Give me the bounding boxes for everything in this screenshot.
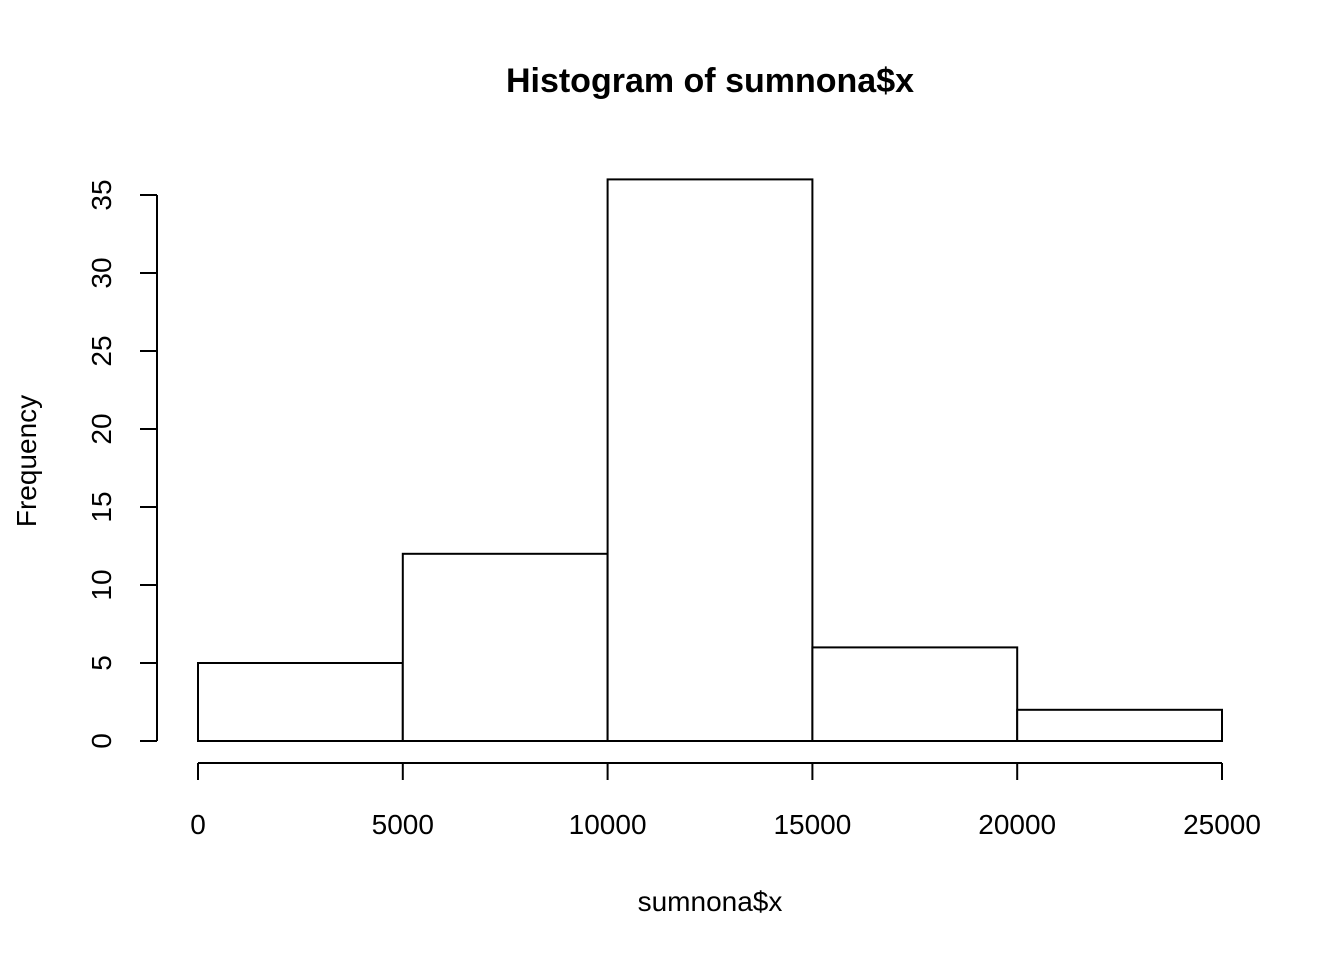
histogram-bar-1 [401, 552, 609, 742]
chart-title: Histogram of sumnona$x [506, 62, 914, 100]
histogram-bar-4 [1016, 708, 1224, 742]
x-tick-label-3: 15000 [773, 809, 851, 840]
histogram-bar-0 [197, 662, 404, 742]
y-tick-label-5: 25 [86, 335, 117, 366]
y-tick-label-6: 30 [86, 257, 117, 288]
x-tick-label-2: 10000 [569, 809, 647, 840]
x-tick-label-0: 0 [190, 809, 206, 840]
y-tick-label-3: 15 [86, 491, 117, 522]
y-tick-label-0: 0 [86, 733, 117, 749]
x-tick-label-5: 25000 [1183, 809, 1261, 840]
x-axis-label: sumnona$x [638, 886, 783, 917]
y-tick-label-7: 35 [86, 179, 117, 210]
histogram-bar-3 [811, 646, 1019, 743]
histogram-bar-2 [606, 178, 814, 742]
y-tick-label-2: 10 [86, 569, 117, 600]
x-axis: 0 5000 10000 15000 20000 25000 [190, 762, 1261, 840]
y-tick-label-4: 20 [86, 413, 117, 444]
bars-group [197, 178, 1224, 743]
x-tick-label-1: 5000 [372, 809, 434, 840]
y-axis-label: Frequency [11, 395, 42, 527]
x-tick-label-4: 20000 [978, 809, 1056, 840]
y-tick-label-1: 5 [86, 655, 117, 671]
y-axis: 0 5 10 15 20 25 30 35 [86, 179, 158, 749]
